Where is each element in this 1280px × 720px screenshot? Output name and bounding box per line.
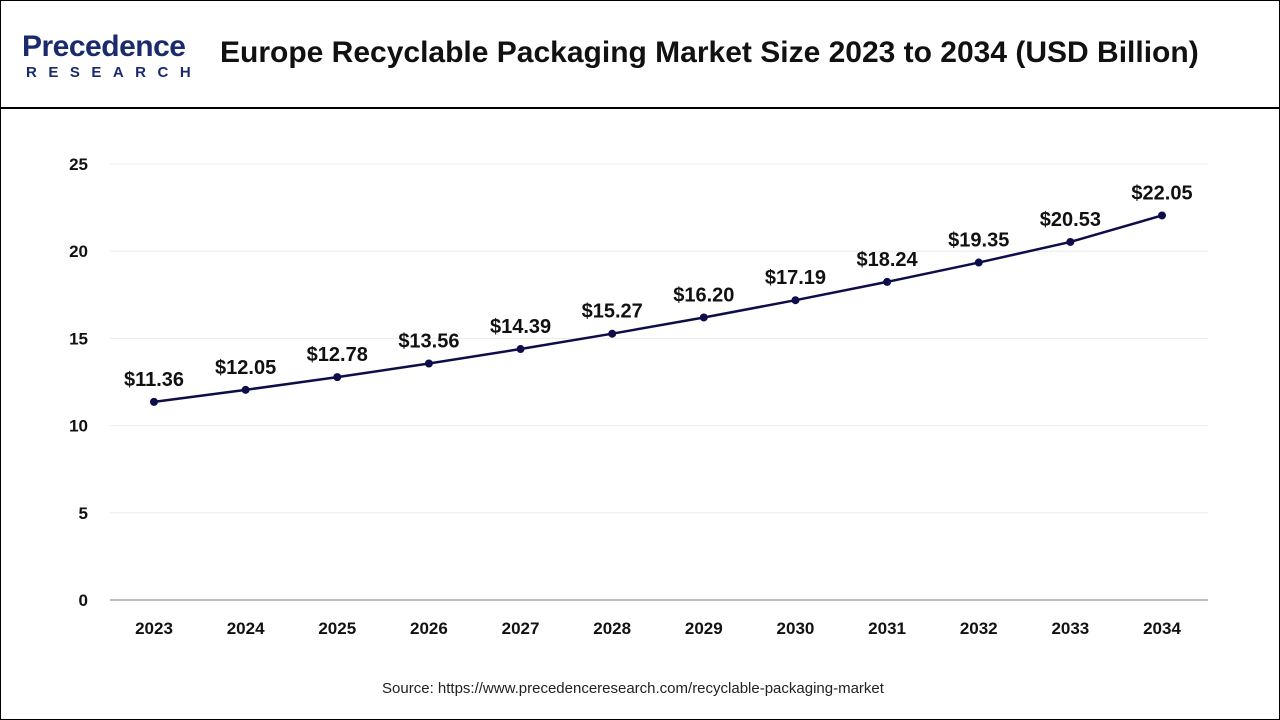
- source-text: Source: https://www.precedenceresearch.c…: [382, 680, 884, 697]
- data-label: $13.56: [398, 331, 459, 353]
- data-point: [608, 329, 617, 338]
- x-tick-label: 2030: [777, 619, 815, 638]
- data-label: $16.20: [673, 284, 734, 306]
- data-point: [1158, 211, 1166, 220]
- x-tick-label: 2032: [960, 619, 998, 638]
- data-label: $14.39: [490, 316, 551, 338]
- data-point: [883, 277, 892, 286]
- data-point: [241, 385, 250, 394]
- data-label: $15.27: [582, 301, 643, 323]
- y-tick-label: 5: [79, 504, 88, 523]
- chart-title: Europe Recyclable Packaging Market Size …: [220, 36, 1199, 69]
- data-point: [333, 373, 342, 382]
- data-point: [974, 258, 983, 267]
- x-tick-label: 2027: [502, 619, 540, 638]
- header: Precedence RESEARCH Europe Recyclable Pa…: [0, 0, 1280, 109]
- data-label: $11.36: [124, 369, 184, 391]
- y-tick-label: 15: [69, 329, 88, 348]
- logo-text: Precedence: [22, 30, 186, 63]
- data-point: [516, 345, 525, 354]
- data-point: [699, 313, 708, 322]
- y-tick-label: 25: [69, 155, 88, 174]
- x-tick-label: 2034: [1143, 619, 1181, 638]
- data-label: $18.24: [857, 249, 919, 271]
- x-tick-label: 2028: [593, 619, 631, 638]
- logo-subtext: RESEARCH: [26, 64, 203, 81]
- x-tick-label: 2023: [135, 619, 173, 638]
- x-tick-label: 2024: [227, 619, 265, 638]
- data-label: $17.19: [765, 267, 826, 289]
- data-label: $20.53: [1040, 209, 1101, 231]
- x-tick-label: 2029: [685, 619, 723, 638]
- precedence-research-logo: Precedence RESEARCH: [22, 30, 212, 82]
- data-label: $19.35: [948, 230, 1009, 252]
- data-point: [424, 359, 433, 368]
- data-label: $12.78: [307, 344, 368, 366]
- y-tick-label: 20: [69, 242, 88, 261]
- x-tick-label: 2025: [318, 619, 356, 638]
- x-tick-label: 2031: [868, 619, 906, 638]
- y-tick-label: 10: [69, 417, 88, 436]
- series-line: [153, 214, 1163, 404]
- x-tick-label: 2033: [1051, 619, 1089, 638]
- data-label: $12.05: [215, 357, 276, 379]
- data-point: [791, 296, 800, 305]
- y-tick-label: 0: [79, 591, 88, 610]
- data-label: $22.05: [1131, 182, 1192, 204]
- x-tick-label: 2026: [410, 619, 448, 638]
- data-point: [1066, 237, 1075, 246]
- data-point: [150, 397, 158, 406]
